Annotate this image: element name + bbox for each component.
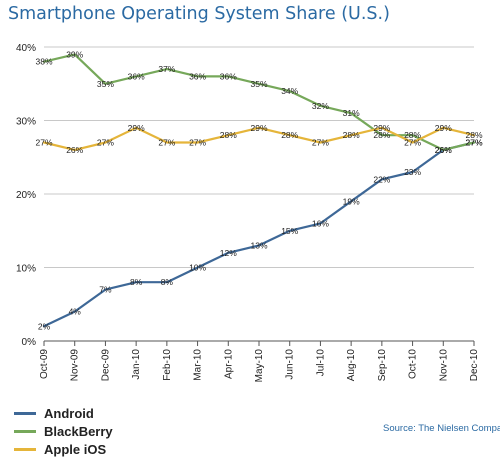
series-line [42,141,476,328]
legend-item-apple-ios: Apple iOS [14,440,113,458]
x-tick-label: Jun-10 [285,349,296,380]
data-label: 29% [373,123,390,133]
y-tick-label: 30% [16,117,36,128]
data-label: 22% [373,174,390,184]
data-label: 27% [189,138,206,148]
data-label: 36% [189,71,206,81]
data-label: 28% [404,130,421,140]
data-label: 35% [250,79,267,89]
data-label: 28% [465,130,482,140]
legend-label-blackberry: BlackBerry [44,423,113,439]
data-label: 39% [66,49,83,59]
series-line [42,53,476,151]
x-tick-label: Feb-10 [162,349,173,381]
data-label: 36% [128,71,145,81]
data-label: 26% [435,145,452,155]
data-label: 36% [220,71,237,81]
data-label: 34% [281,86,298,96]
chart-title: Smartphone Operating System Share (U.S.) [8,4,390,24]
data-label: 16% [312,218,329,228]
data-label: 12% [220,248,237,258]
data-label: 27% [465,138,482,148]
data-label: 2% [38,321,51,331]
legend-item-android: Android [14,404,113,422]
x-tick-label: Dec-09 [100,349,111,382]
x-tick-label: Sep-10 [377,349,388,382]
data-label: 29% [128,123,145,133]
legend-swatch-android [14,411,36,415]
legend-swatch-blackberry [14,429,36,433]
data-label: 27% [312,138,329,148]
data-label: 7% [99,285,112,295]
data-label: 8% [130,277,143,287]
y-tick-label: 40% [16,43,36,54]
data-label: 23% [404,167,421,177]
x-tick-label: Nov-10 [438,349,449,382]
data-label: 28% [220,130,237,140]
y-tick-label: 20% [16,190,36,201]
x-tick-label: Apr-10 [223,349,234,379]
data-label: 27% [35,138,52,148]
data-label: 35% [97,79,114,89]
legend-swatch-apple-ios [14,447,36,451]
data-label: 28% [281,130,298,140]
data-label: 27% [404,138,421,148]
y-tick-label: 0% [22,337,37,348]
data-label: 32% [312,101,329,111]
data-label: 37% [158,64,175,74]
data-label: 38% [35,57,52,67]
data-label: 27% [465,138,482,148]
data-label: 31% [343,108,360,118]
data-label: 10% [189,263,206,273]
x-tick-label: Jul-10 [315,349,326,377]
data-label: 27% [97,138,114,148]
legend: Android BlackBerry Apple iOS [14,404,113,458]
source-note: Source: The Nielsen Company [383,423,500,434]
y-tick-label: 10% [16,264,36,275]
data-label: 26% [435,145,452,155]
legend-label-android: Android [44,405,94,421]
x-tick-label: Nov-09 [70,349,81,382]
legend-label-apple-ios: Apple iOS [44,441,107,457]
data-label: 15% [281,226,298,236]
data-label: 29% [250,123,267,133]
x-tick-label: Oct-09 [39,349,50,379]
data-label: 28% [343,130,360,140]
data-label: 27% [158,138,175,148]
x-tick-label: May-10 [254,349,265,383]
data-label: 28% [373,130,390,140]
data-label: 4% [69,307,82,317]
data-label: 19% [343,196,360,206]
x-tick-label: Mar-10 [193,349,204,381]
x-tick-label: Dec-10 [469,349,480,382]
x-tick-label: Oct-10 [408,349,419,379]
data-label: 8% [161,277,174,287]
data-label: 26% [66,145,83,155]
data-label: 29% [435,123,452,133]
data-label: 13% [250,240,267,250]
series-line [42,126,476,151]
x-tick-label: Jan-10 [131,349,142,380]
x-tick-label: Aug-10 [346,349,357,382]
legend-item-blackberry: BlackBerry [14,422,113,440]
